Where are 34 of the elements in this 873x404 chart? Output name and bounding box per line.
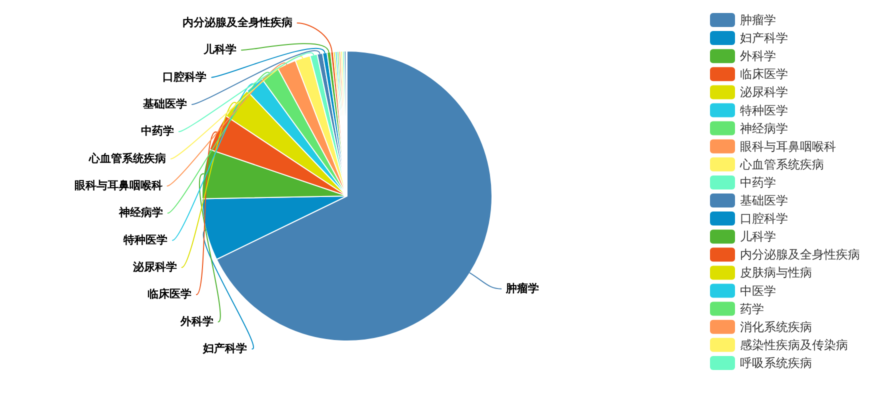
legend-label: 中药学: [740, 175, 776, 190]
legend-label: 临床医学: [740, 67, 788, 82]
slice-label: 基础医学: [142, 98, 187, 110]
slice-label: 心血管系统疾病: [88, 152, 166, 165]
slice-label: 肿瘤学: [505, 282, 540, 295]
legend-label: 呼吸系统疾病: [740, 356, 812, 370]
legend-label: 泌尿科学: [740, 85, 788, 100]
legend-label: 特种医学: [740, 103, 788, 118]
slice-label: 眼科与耳鼻咽喉科: [74, 179, 162, 192]
legend-label: 外科学: [740, 49, 776, 64]
legend-label: 妇产科学: [740, 31, 788, 46]
legend-label: 感染性疾病及传染病: [740, 338, 848, 352]
legend-label: 消化系统疾病: [740, 320, 812, 334]
legend-label: 内分泌腺及全身性疾病: [740, 248, 860, 262]
slice-label: 临床医学: [147, 288, 192, 301]
slice-label: 儿科学: [202, 43, 236, 56]
slice-label: 神经病学: [118, 206, 163, 220]
legend-label: 口腔科学: [740, 212, 788, 226]
slice-label: 妇产科学: [202, 342, 248, 355]
legend-label: 眼科与耳鼻咽喉科: [740, 139, 836, 154]
slice-label: 泌尿科学: [132, 260, 177, 274]
legend-label: 中医学: [740, 284, 776, 298]
legend-label: 基础医学: [740, 194, 788, 208]
legend-label: 药学: [740, 302, 764, 316]
slice-label: 中药学: [140, 124, 174, 138]
legend-label: 皮肤病与性病: [740, 266, 812, 280]
legend-label: 心血管系统疾病: [739, 157, 824, 172]
legend-label: 神经病学: [740, 121, 788, 136]
slice-label: 内分泌腺及全身性疾病: [182, 16, 292, 29]
legend-label: 肿瘤学: [740, 13, 776, 27]
legend-label: 儿科学: [740, 230, 776, 244]
slice-label: 口腔科学: [162, 70, 207, 84]
slice-label: 特种医学: [122, 233, 168, 246]
slice-label: 外科学: [179, 314, 214, 328]
